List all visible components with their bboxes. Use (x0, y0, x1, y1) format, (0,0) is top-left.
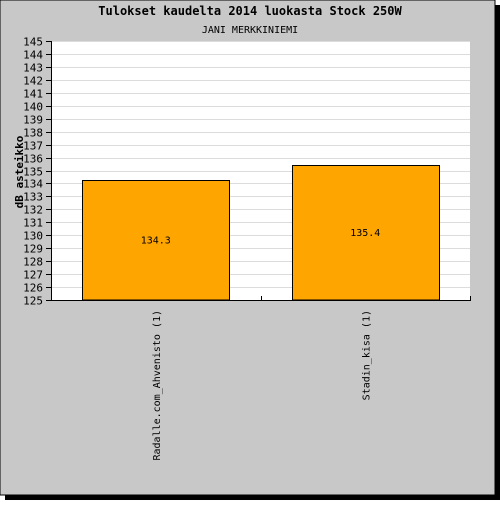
y-tick-label: 127 (23, 269, 43, 282)
chart-title: Tulokset kaudelta 2014 luokasta Stock 25… (98, 4, 402, 18)
y-axis-label: dB asteikko (13, 135, 26, 208)
y-tick-labels: 1251261271281291301311321331341351361371… (23, 36, 43, 308)
y-tick-label: 143 (23, 62, 43, 75)
y-tick-label: 129 (23, 243, 43, 256)
y-tick-label: 130 (23, 230, 43, 243)
bar (292, 165, 440, 301)
x-tick-label: Stadin_kisa (1) (361, 310, 372, 400)
x-tick-label: Radalle.com_Ahvenisto (1) (152, 310, 163, 461)
y-tick-label: 131 (23, 217, 43, 230)
y-tick-label: 134 (23, 178, 43, 191)
y-tick-label: 135 (23, 166, 43, 179)
y-tick-label: 132 (23, 204, 43, 217)
y-tick-label: 144 (23, 49, 43, 62)
x-tick-labels: Radalle.com_Ahvenisto (1) Stadin_kisa (1) (152, 310, 373, 461)
axes (46, 41, 471, 301)
y-tick-label: 125 (23, 295, 43, 308)
y-tick-label: 136 (23, 153, 43, 166)
y-tick-label: 140 (23, 101, 43, 114)
y-tick-label: 145 (23, 36, 43, 49)
chart-subtitle: JANI MERKKINIEMI (202, 25, 298, 36)
y-tick-label: 138 (23, 127, 43, 140)
y-tick-label: 128 (23, 256, 43, 269)
y-tick-label: 142 (23, 75, 43, 88)
y-tick-label: 141 (23, 88, 43, 101)
bar (82, 180, 230, 301)
y-tick-label: 133 (23, 191, 43, 204)
y-tick-label: 126 (23, 282, 43, 295)
y-tick-label: 137 (23, 140, 43, 153)
bar-value-label: 134.3 (141, 235, 171, 246)
y-tick-label: 139 (23, 114, 43, 127)
bar-value-label: 135.4 (350, 228, 380, 239)
bars: 134.3 135.4 (82, 165, 440, 301)
